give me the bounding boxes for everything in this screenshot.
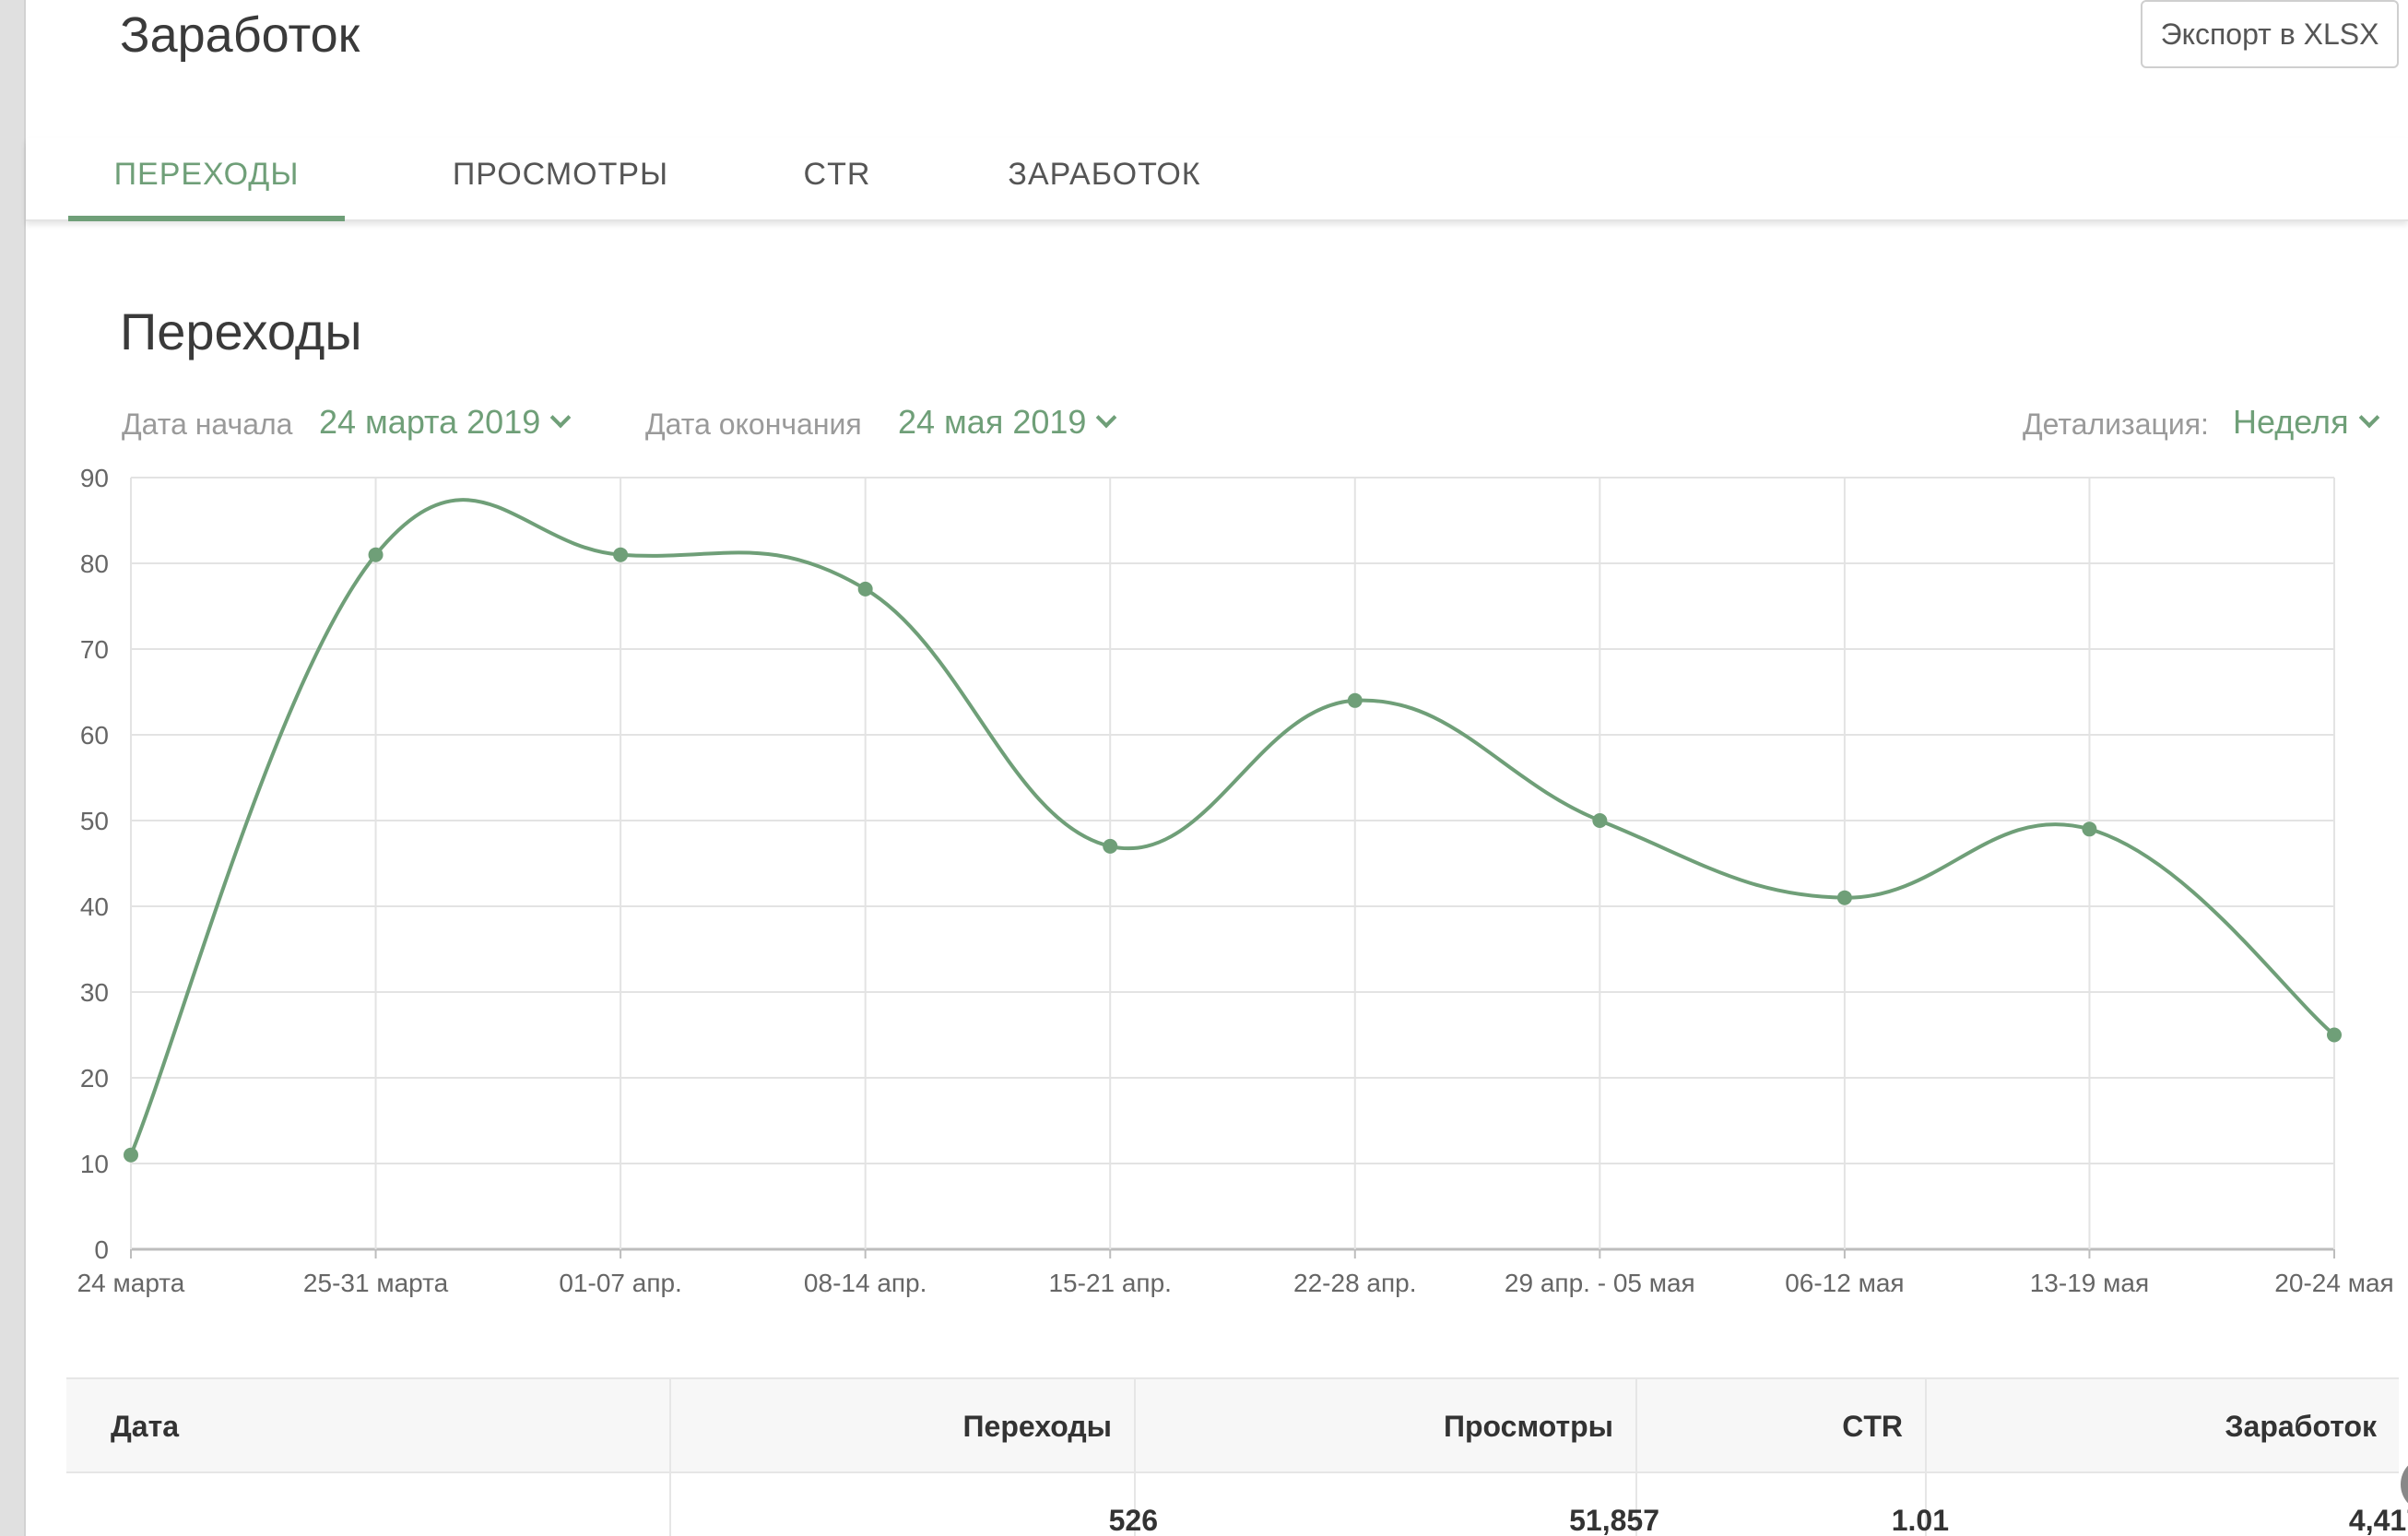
tab-label: ЗАРАБОТОК	[1008, 157, 1201, 192]
x-tick-label: 22-28 апр.	[1293, 1269, 1416, 1297]
table-cell-views: 51,857	[1569, 1504, 1659, 1536]
section-title: Переходы	[120, 302, 362, 360]
data-point	[1592, 813, 1608, 828]
end-date-label: Дата окончания	[645, 408, 862, 441]
x-tick-label: 06-12 мая	[1785, 1269, 1904, 1297]
table-cell-earnings: 4,417	[2348, 1504, 2408, 1536]
detail-label: Детализация:	[2023, 408, 2209, 441]
y-tick-label: 10	[80, 1150, 109, 1178]
data-point	[1347, 692, 1363, 708]
y-tick-label: 70	[80, 635, 109, 664]
y-tick-label: 40	[80, 892, 109, 921]
tab-label: ПЕРЕХОДЫ	[113, 157, 300, 192]
x-tick-label: 20-24 мая	[2274, 1269, 2393, 1297]
x-tick-label: 01-07 апр.	[559, 1269, 681, 1297]
data-point	[1836, 890, 1852, 905]
tab-label: ПРОСМОТРЫ	[452, 157, 669, 192]
data-point	[613, 547, 629, 562]
end-date-value: 24 мая 2019	[898, 403, 1087, 441]
data-point	[857, 581, 873, 597]
y-tick-label: 50	[80, 807, 109, 835]
end-date-dropdown[interactable]: 24 мая 2019	[898, 400, 1117, 444]
tab-earnings[interactable]: ЗАРАБОТОК	[966, 157, 1243, 221]
data-point	[2327, 1027, 2342, 1043]
tab-transitions[interactable]: ПЕРЕХОДЫ	[68, 157, 345, 221]
start-date-dropdown[interactable]: 24 марта 2019	[319, 400, 572, 444]
x-tick-label: 08-14 апр.	[804, 1269, 927, 1297]
y-tick-label: 80	[80, 549, 109, 578]
start-date-label: Дата начала	[122, 408, 293, 441]
column-header-transitions[interactable]: Переходы	[962, 1409, 1112, 1443]
column-divider	[669, 1379, 671, 1536]
x-tick-label: 29 апр. - 05 мая	[1505, 1269, 1695, 1297]
table-header	[66, 1379, 2399, 1473]
table-cell-ctr: 1.01	[1891, 1504, 1949, 1536]
column-divider	[1134, 1379, 1136, 1536]
data-point	[368, 547, 384, 562]
detail-dropdown[interactable]: Неделя	[2233, 400, 2379, 444]
x-tick-label: 13-19 мая	[2030, 1269, 2149, 1297]
stats-table: Дата Переходы Просмотры CTR Заработок 52…	[66, 1377, 2408, 1536]
column-header-earnings[interactable]: Заработок	[2225, 1409, 2377, 1443]
column-header-ctr[interactable]: CTR	[1842, 1409, 1903, 1443]
transitions-line-chart: 0 10 20 30 40 50 60 70 80 90 24 марта 25-31 марта 01…	[77, 464, 2394, 1297]
data-point	[124, 1147, 138, 1163]
column-header-views[interactable]: Просмотры	[1443, 1409, 1613, 1443]
chevron-down-icon	[1096, 407, 1117, 429]
y-tick-label: 0	[94, 1235, 109, 1264]
tab-views[interactable]: ПРОСМОТРЫ	[404, 157, 717, 221]
x-tick-label: 24 марта	[77, 1269, 185, 1297]
y-tick-label: 30	[80, 978, 109, 1007]
series-line	[129, 498, 2336, 1156]
data-point	[2082, 821, 2097, 837]
scroll-handle[interactable]	[2401, 1457, 2408, 1512]
page-title: Заработок	[120, 7, 360, 63]
column-header-date[interactable]: Дата	[111, 1409, 180, 1443]
tab-ctr[interactable]: CTR	[763, 157, 911, 221]
chevron-down-icon	[2358, 407, 2379, 429]
chevron-down-icon	[549, 407, 572, 429]
detail-value: Неделя	[2233, 403, 2349, 441]
x-tick-label: 15-21 апр.	[1048, 1269, 1171, 1297]
y-tick-label: 60	[80, 721, 109, 750]
start-date-value: 24 марта 2019	[319, 403, 541, 441]
left-edge-panel	[0, 0, 26, 1536]
column-divider	[1925, 1379, 1927, 1536]
export-xlsx-button[interactable]: Экспорт в XLSX	[2141, 0, 2399, 68]
tab-bar: ПЕРЕХОДЫ ПРОСМОТРЫ CTR ЗАРАБОТОК	[26, 138, 2408, 221]
tab-label: CTR	[803, 157, 871, 192]
data-point	[1103, 838, 1118, 854]
column-divider	[1635, 1379, 1637, 1536]
x-tick-label: 25-31 марта	[303, 1269, 449, 1297]
table-cell-transitions: 526	[1108, 1504, 1158, 1536]
y-tick-label: 20	[80, 1064, 109, 1093]
y-tick-label: 90	[80, 464, 109, 492]
